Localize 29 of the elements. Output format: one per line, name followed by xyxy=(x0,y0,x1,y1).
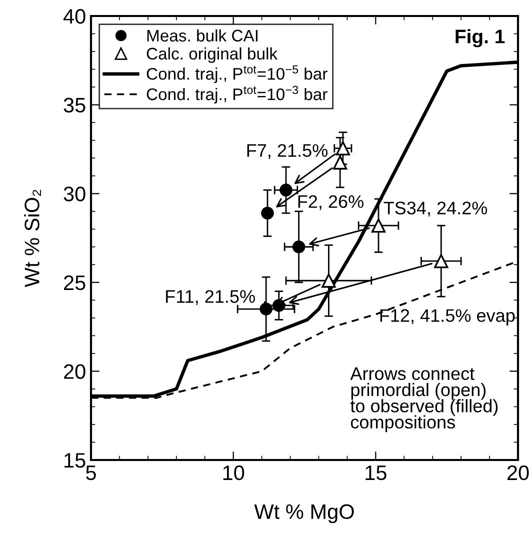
y-tick-label: 25 xyxy=(64,275,86,290)
point xyxy=(260,302,272,316)
legend-label: Cond. traj., P$^{tot}$=10$^{−3}$ bar xyxy=(146,86,328,104)
y-tick-label: 35 xyxy=(64,98,86,113)
point xyxy=(292,240,306,254)
y-tick-label: 40 xyxy=(63,9,86,24)
point xyxy=(322,274,336,288)
x-tick-label: 5 xyxy=(86,466,96,480)
point xyxy=(333,155,348,170)
annotation: Arrows connect primordial (open) to observed (filled) compositions xyxy=(350,367,498,432)
annotation: F12, 41.5% evap xyxy=(380,309,515,326)
annotation: Fig. 1 xyxy=(456,29,505,48)
annotation: TS34, 24.2% xyxy=(384,202,488,217)
point xyxy=(434,254,448,268)
y-tick-label: 20 xyxy=(64,364,86,379)
point xyxy=(261,206,274,220)
x-tick-label: 20 xyxy=(507,465,529,480)
x-tick-label: 10 xyxy=(223,465,244,480)
point xyxy=(371,218,386,233)
x-axis-title: Wt % MgO xyxy=(254,504,354,524)
y-axis-title: Wt % SiO₂ xyxy=(24,190,41,288)
legend-label: Cond. traj., P$^{tot}$=10$^{−5}$ bar xyxy=(146,65,328,84)
annotation: F7, 21.5% xyxy=(247,144,328,160)
legend-label: Meas. bulk CAI xyxy=(147,29,258,42)
y-tick-label: 30 xyxy=(64,186,86,202)
y-tick-label: 15 xyxy=(64,453,86,468)
annotation: F11, 21.5% xyxy=(166,290,255,306)
x-tick-label: 15 xyxy=(366,466,386,480)
legend-label: Calc. original bulk xyxy=(146,47,278,63)
